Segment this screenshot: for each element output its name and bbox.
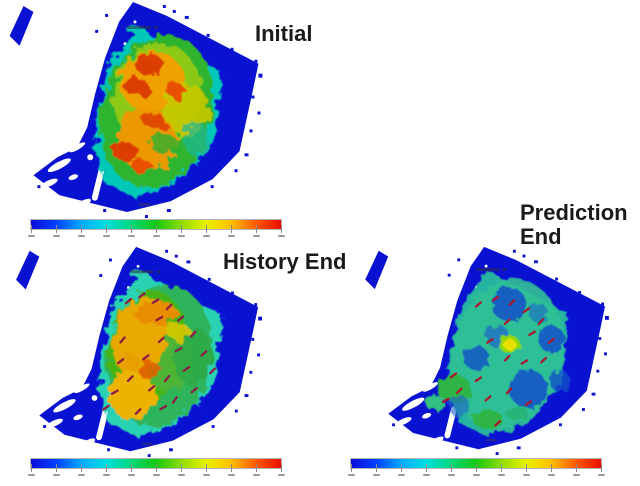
colorbar-tick	[156, 464, 157, 472]
map-inset-label-smudge	[476, 268, 507, 272]
colorbar-tick	[206, 464, 207, 472]
panel-title-prediction-end: Prediction End	[520, 201, 628, 249]
colorbar-tick-label	[53, 235, 60, 237]
interior-heatmap	[425, 269, 571, 435]
map-footer-label-smudge	[138, 203, 150, 207]
colorbar-tick-label	[78, 474, 85, 476]
map-footer-label-smudge	[141, 442, 153, 446]
colorbar-tick	[56, 225, 57, 233]
colorbar-tick	[181, 464, 182, 472]
title-line: Prediction	[520, 200, 628, 225]
colorbar-tick	[256, 225, 257, 233]
colorbar-tick	[501, 464, 502, 472]
colorbar-initial	[28, 219, 285, 241]
panel-prediction-end: Prediction End	[320, 196, 640, 486]
colorbar-tick	[156, 225, 157, 233]
map-footer-label-smudge	[486, 438, 497, 442]
colorbar-tick-label	[53, 474, 60, 476]
well-markers	[102, 292, 217, 415]
colorbar-ticks	[28, 464, 285, 480]
colorbar-tick-label	[278, 235, 285, 237]
colorbar-tick	[181, 225, 182, 233]
well-markers	[441, 295, 555, 427]
colorbar-tick-label	[498, 474, 505, 476]
colorbar-tick-label	[203, 474, 210, 476]
colorbar-tick	[401, 464, 402, 472]
colorbar-tick-label	[153, 474, 160, 476]
colorbar-tick	[551, 464, 552, 472]
map-inset-label-smudge	[130, 270, 161, 274]
colorbar-tick-label	[228, 235, 235, 237]
title-line: End	[520, 224, 562, 249]
colorbar-tick-label	[278, 474, 285, 476]
colorbar-tick-label	[153, 235, 160, 237]
colorbar-tick	[31, 225, 32, 233]
colorbar-tick	[206, 225, 207, 233]
colorbar-tick-label	[598, 474, 605, 476]
colorbar-tick	[131, 464, 132, 472]
colorbar-tick	[56, 464, 57, 472]
colorbar-tick-label	[423, 474, 430, 476]
colorbar-tick-label	[28, 474, 35, 476]
colorbar-tick	[81, 464, 82, 472]
map-inset-label-smudge	[127, 25, 158, 30]
colorbar-tick	[451, 464, 452, 472]
colorbar-tick-label	[398, 474, 405, 476]
panel-history-end: History End	[0, 243, 346, 486]
panel-initial: Initial	[0, 0, 320, 243]
colorbar-tick-label	[103, 474, 110, 476]
interior-heatmap	[95, 25, 221, 198]
colorbar-tick-label	[253, 474, 260, 476]
reservoir-map-initial	[9, 1, 263, 219]
colorbar-tick-label	[253, 235, 260, 237]
colorbar-tick	[526, 464, 527, 472]
colorbar-tick-label	[28, 235, 35, 237]
colorbar-tick-label	[103, 235, 110, 237]
colorbar-tick	[231, 464, 232, 472]
colorbar-tick-label	[448, 474, 455, 476]
colorbar-tick-label	[78, 235, 85, 237]
colorbar-tick	[281, 225, 282, 233]
colorbar-tick-label	[473, 474, 480, 476]
colorbar-tick-label	[548, 474, 555, 476]
colorbar-tick-label	[178, 474, 185, 476]
panel-title-history-end: History End	[223, 250, 346, 274]
colorbar-tick-label	[573, 474, 580, 476]
colorbar-tick-label	[523, 474, 530, 476]
colorbar-tick-label	[178, 235, 185, 237]
colorbar-tick-label	[348, 474, 355, 476]
colorbar-tick	[351, 464, 352, 472]
title-line: Initial	[255, 21, 313, 46]
colorbar-tick	[601, 464, 602, 472]
colorbar-history-end	[28, 458, 285, 480]
colorbar-tick-label	[228, 474, 235, 476]
reservoir-map-history-end	[16, 246, 262, 458]
panel-title-initial: Initial	[255, 22, 312, 46]
title-line: History End	[223, 249, 347, 274]
colorbar-tick	[131, 225, 132, 233]
colorbar-tick	[256, 464, 257, 472]
colorbar-tick-label	[203, 235, 210, 237]
colorbar-tick	[106, 464, 107, 472]
colorbar-prediction-end	[348, 458, 605, 480]
colorbar-tick	[81, 225, 82, 233]
colorbar-tick-label	[128, 235, 135, 237]
reservoir-map-prediction-end	[365, 246, 609, 456]
colorbar-tick	[426, 464, 427, 472]
colorbar-tick	[476, 464, 477, 472]
colorbar-ticks	[28, 225, 285, 241]
colorbar-tick-label	[128, 474, 135, 476]
colorbar-tick	[576, 464, 577, 472]
colorbar-tick	[231, 225, 232, 233]
colorbar-ticks	[348, 464, 605, 480]
colorbar-tick-label	[373, 474, 380, 476]
colorbar-tick	[31, 464, 32, 472]
colorbar-tick	[281, 464, 282, 472]
colorbar-tick	[376, 464, 377, 472]
colorbar-tick	[106, 225, 107, 233]
